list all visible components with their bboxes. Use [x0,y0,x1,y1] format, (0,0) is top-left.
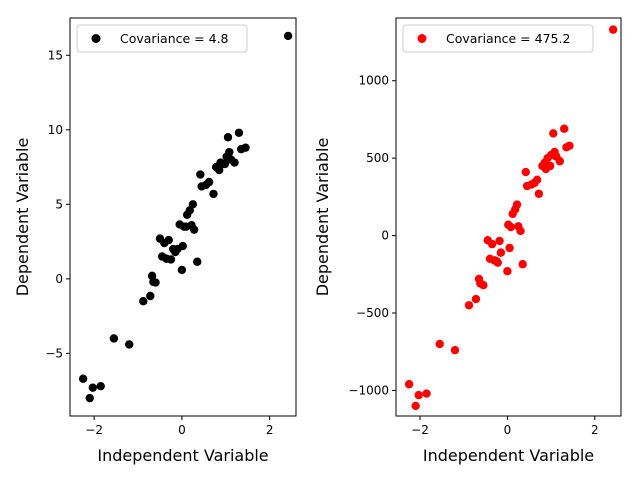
data-point [560,124,569,133]
y-tick-label: 0 [381,229,389,243]
data-point [516,226,525,236]
y-tick-label: −5 [45,346,63,360]
legend: Covariance = 4.8 [76,24,248,53]
x-tick-label: 0 [178,423,186,437]
data-point [422,389,431,398]
y-tick-label: −500 [356,306,389,320]
x-tick-label: 2 [266,423,274,437]
y-tick-label: 5 [55,197,63,211]
left-scatter-panel: −2 0 2 −5 0 5 10 15 Independent Variable Dependen… [13,17,297,465]
data-point [188,200,198,209]
data-point [565,141,574,150]
data-point [146,291,155,301]
y-axis-label: Dependent Variable [313,138,332,297]
data-point [234,128,244,137]
data-point [479,280,488,290]
y-tick-label: 15 [48,48,63,62]
data-point [85,393,94,403]
data-point [223,133,233,142]
y-tick-label: 0 [55,272,63,286]
legend-marker [91,34,101,43]
legend-box [76,24,248,53]
data-point [177,265,187,275]
data-point [487,239,497,249]
data-point [608,25,618,34]
data-point [464,301,474,310]
y-tick-label: 10 [48,123,63,137]
data-point [196,170,205,179]
data-point [178,241,187,251]
data-point [230,158,239,167]
data-point [471,294,481,304]
right-scatter-panel: −2 0 2 −1000 −500 0 500 1000 Independent Variabl… [313,17,622,465]
data-point [78,374,88,383]
x-axis-label: Independent Variable [423,446,594,465]
data-point [411,401,420,411]
data-point [283,31,293,41]
data-point [193,257,202,266]
x-tick-label: 2 [591,423,599,437]
data-point [139,297,148,306]
legend-entry: Covariance = 475.2 [446,31,570,46]
axes-frame [395,17,622,417]
x-axis-label: Independent Variable [97,446,268,465]
data-point [549,129,558,138]
data-point [534,189,544,198]
data-point [555,157,565,166]
data-point [151,278,160,287]
y-tick-label: −1000 [348,383,389,397]
x-tick-label: −2 [85,423,103,437]
legend: Covariance = 475.2 [402,24,594,53]
data-point [496,248,506,257]
data-point [450,345,460,355]
data-point [518,260,527,269]
data-point [225,147,234,157]
axes-frame [69,17,297,417]
y-axis-label: Dependent Variable [13,138,32,297]
data-point [506,222,516,232]
data-point [505,243,514,253]
data-point [521,167,530,177]
legend-marker [417,34,427,43]
data-point [503,267,512,276]
data-point [125,340,134,349]
y-tick-label: 1000 [358,74,389,88]
data-point [532,175,542,185]
data-point [512,200,522,209]
data-point [404,380,414,389]
data-point [414,390,423,400]
x-tick-label: −2 [411,423,429,437]
data-point [209,189,218,199]
legend-box [402,24,594,53]
data-point [96,381,105,391]
x-tick-label: 0 [504,423,512,437]
data-point [241,143,250,152]
data-point [88,383,98,392]
data-point [546,161,555,171]
data-point [435,339,444,349]
legend-entry: Covariance = 4.8 [120,31,229,46]
y-tick-label: 500 [366,151,389,165]
data-point [220,159,230,169]
data-point [164,235,173,245]
data-point [495,236,504,246]
data-point [109,334,119,343]
data-point [189,225,199,234]
data-point [204,177,214,187]
data-point [493,258,502,267]
data-point [166,255,176,264]
